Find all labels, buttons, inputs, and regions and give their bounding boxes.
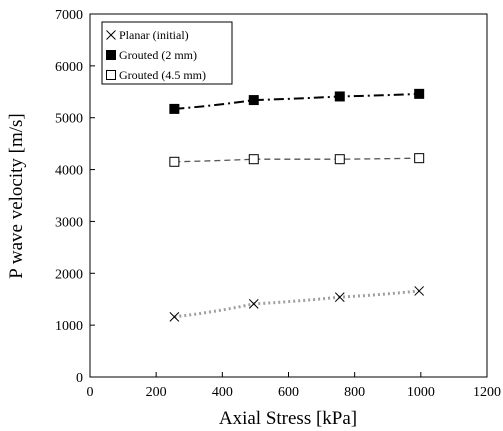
x-tick-label: 800: [344, 385, 365, 400]
x-tick-label: 0: [87, 385, 94, 400]
x-axis-title: Axial Stress [kPa]: [219, 408, 357, 429]
x-tick-label: 600: [278, 385, 299, 400]
data-point-series-2: [249, 155, 258, 164]
y-tick-label: 3000: [55, 215, 83, 230]
legend-label-2: Grouted (4.5 mm): [119, 68, 206, 82]
data-point-series-0: [249, 299, 258, 308]
data-point-series-0: [170, 312, 179, 321]
data-point-series-1: [335, 92, 344, 101]
x-tick-label: 200: [146, 385, 167, 400]
data-point-series-2: [335, 155, 344, 164]
data-point-series-1: [249, 96, 258, 105]
y-tick-label: 0: [76, 371, 83, 386]
legend-label-0: Planar (initial): [119, 28, 189, 42]
legend: Planar (initial) Grouted (2 mm) Grouted (4…: [102, 22, 232, 84]
y-tick-label: 2000: [55, 267, 83, 282]
y-tick-label: 6000: [55, 60, 83, 75]
x-tick-label: 400: [212, 385, 233, 400]
series-line-2: [174, 158, 419, 162]
data-point-series-0: [335, 293, 344, 302]
y-axis-title: P wave velocity [m/s]: [6, 113, 27, 279]
data-point-series-1: [170, 104, 179, 113]
series-line-0: [174, 291, 419, 317]
y-tick-label: 4000: [55, 164, 83, 179]
y-tick-label: 1000: [55, 319, 83, 334]
legend-label-1: Grouted (2 mm): [119, 48, 197, 62]
data-point-series-2: [415, 154, 424, 163]
x-tick-label: 1200: [473, 385, 501, 400]
data-point-series-2: [170, 157, 179, 166]
data-point-series-1: [415, 89, 424, 98]
y-tick-label: 5000: [55, 112, 83, 127]
y-tick-label: 7000: [55, 8, 83, 23]
legend-marker-1: [107, 51, 116, 60]
x-tick-label: 1000: [407, 385, 435, 400]
series-line-1: [174, 94, 419, 109]
data-point-series-0: [415, 286, 424, 295]
legend-marker-2: [107, 71, 116, 80]
